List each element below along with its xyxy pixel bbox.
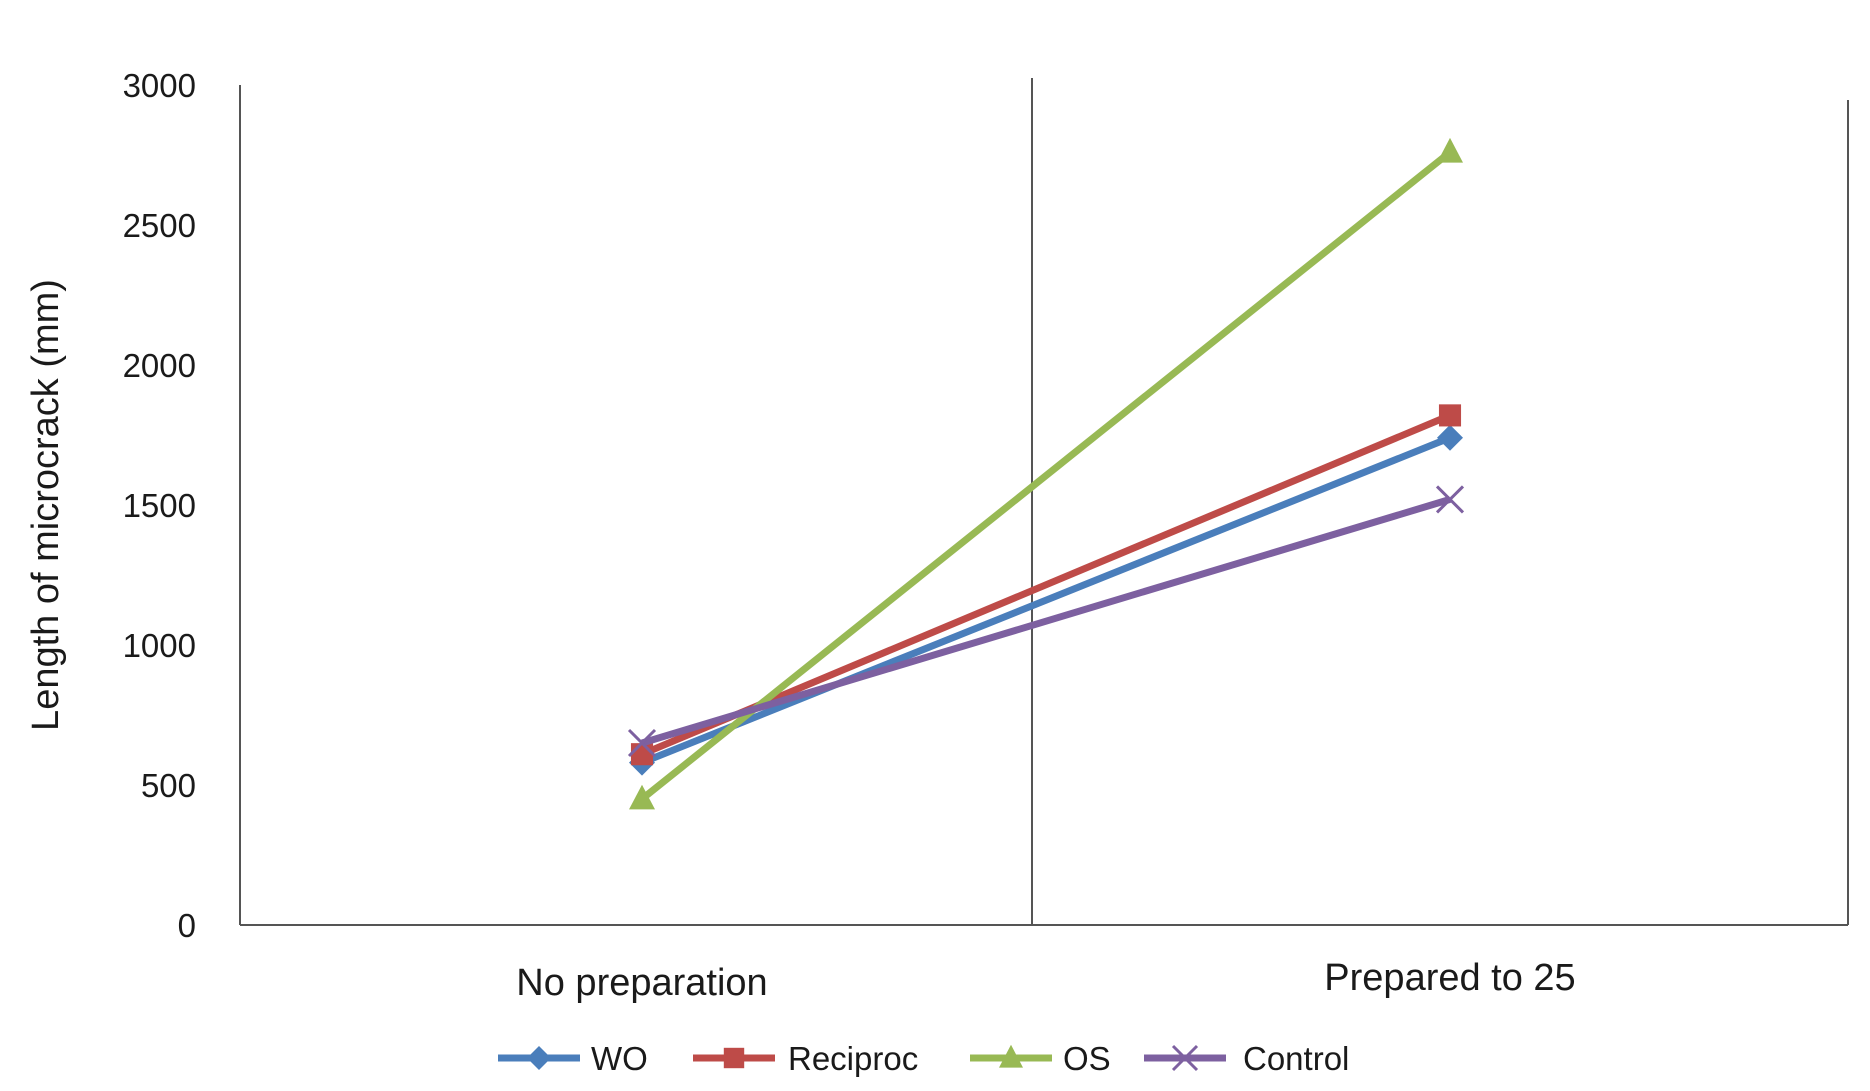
- legend-item-os: OS: [970, 1040, 1111, 1077]
- series-line-control: [640, 496, 1452, 747]
- x-category-labels: No preparation Prepared to 25: [516, 957, 1575, 1004]
- series-line-os: [639, 149, 1453, 802]
- data-point-os: [1437, 137, 1463, 163]
- legend-label: OS: [1063, 1040, 1111, 1077]
- legend-label: Control: [1243, 1040, 1349, 1077]
- series-line-wo: [640, 434, 1452, 766]
- y-tick-label: 500: [141, 767, 196, 804]
- data-point-reciproc: [1438, 404, 1462, 427]
- data-point-control: [627, 728, 657, 758]
- legend: WO Reciproc OS Control: [498, 1040, 1349, 1077]
- y-tick-label: 1000: [123, 627, 196, 664]
- legend-item-control: Control: [1144, 1040, 1349, 1077]
- y-tick-label: 0: [178, 907, 196, 944]
- legend-item-reciproc: Reciproc: [693, 1040, 918, 1077]
- legend-label: Reciproc: [788, 1040, 918, 1077]
- data-point-os: [629, 784, 655, 810]
- y-tick-label: 3000: [123, 67, 196, 104]
- axes: [239, 78, 1849, 926]
- legend-marker-wo: [527, 1046, 551, 1070]
- y-axis-title: Length of microcrack (mm): [25, 279, 67, 731]
- legend-marker-control: [1171, 1044, 1199, 1072]
- x-category-label: No preparation: [516, 962, 767, 1004]
- y-tick-label: 2000: [123, 347, 196, 384]
- legend-item-wo: WO: [498, 1040, 648, 1077]
- legend-marker-os: [999, 1044, 1023, 1068]
- x-category-label: Prepared to 25: [1324, 957, 1575, 999]
- legend-marker-reciproc: [723, 1047, 745, 1069]
- y-tick-label: 2500: [123, 207, 196, 244]
- data-point-wo: [1437, 424, 1463, 451]
- data-point-reciproc: [630, 743, 654, 766]
- series-lines: [627, 137, 1465, 810]
- y-tick-labels: 0 500 1000 1500 2000 2500 3000: [123, 67, 196, 944]
- data-point-control: [1435, 485, 1465, 514]
- series-line-reciproc: [640, 412, 1452, 758]
- legend-label: WO: [591, 1040, 648, 1077]
- y-tick-label: 1500: [123, 487, 196, 524]
